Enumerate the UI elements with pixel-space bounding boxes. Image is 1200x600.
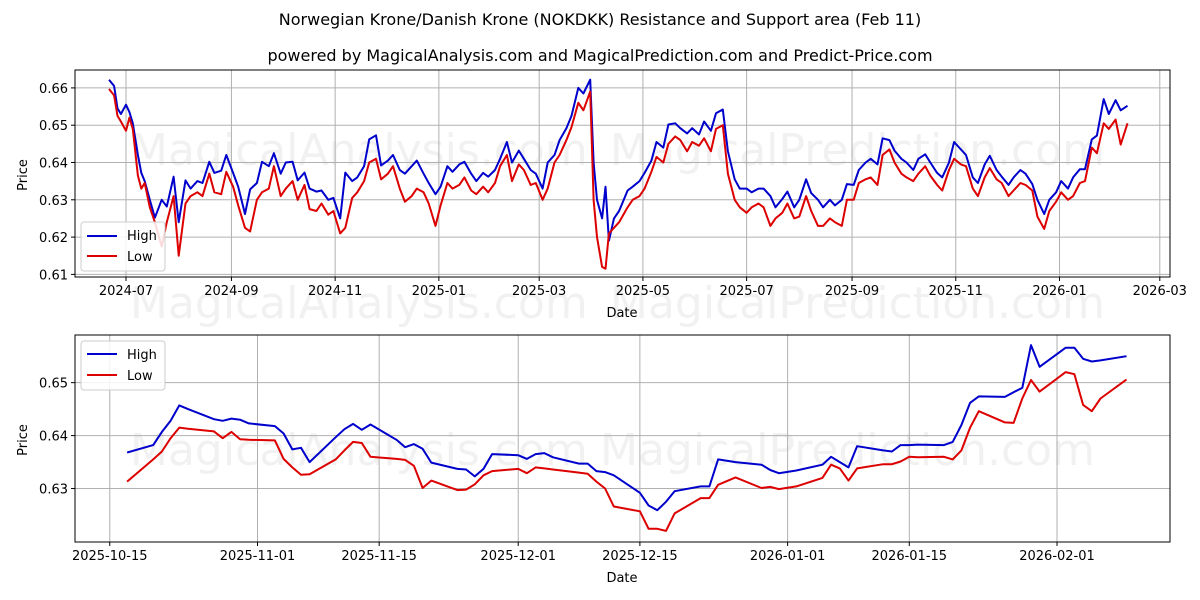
- y-tick-label: 0.65: [39, 119, 68, 134]
- watermarks: MagicalAnalysis.com MagicalPrediction.co…: [130, 125, 1105, 476]
- legend-high-label: High: [127, 229, 157, 244]
- watermark-text: MagicalAnalysis.com: [130, 125, 588, 176]
- y-axis-label: Price: [16, 159, 31, 191]
- plot-lines: [108, 78, 1129, 270]
- x-tick-label: 2026-03: [1133, 284, 1187, 299]
- x-tick-label: 2025-07: [719, 284, 773, 299]
- y-tick-label: 0.63: [39, 483, 68, 498]
- gridlines: [75, 70, 1170, 277]
- watermark-text: MagicalAnalysis.com: [130, 425, 588, 476]
- x-tick-label: 2025-10-15: [72, 549, 148, 564]
- series-line-high: [126, 344, 1127, 512]
- axis-ticks: 2024-07 2024-09 2024-11 2025-01 2025-03 2025-…: [39, 82, 1187, 299]
- plot-lines: [126, 344, 1128, 532]
- bottom-chart: 2025-10-15 2025-11-01 2025-11-15 2025-12-01…: [16, 334, 1171, 586]
- series-line-high: [108, 78, 1129, 242]
- x-tick-label: 2026-01-01: [750, 549, 826, 564]
- y-tick-label: 0.64: [39, 430, 68, 445]
- x-tick-label: 2025-11-15: [341, 549, 417, 564]
- y-tick-label: 0.63: [39, 194, 68, 209]
- legend-box: [80, 221, 166, 272]
- x-tick-label: 2026-02-01: [1019, 549, 1095, 564]
- series-line-low: [108, 88, 1129, 270]
- plot-frame: [74, 69, 1171, 278]
- gridlines: [75, 335, 1170, 542]
- x-tick-label: 2025-11-01: [220, 549, 296, 564]
- x-axis-label: Date: [606, 571, 637, 586]
- x-tick-label: 2025-05: [616, 284, 670, 299]
- y-tick-label: 0.62: [39, 231, 68, 246]
- legend-low-label: Low: [127, 369, 153, 384]
- x-tick-label: 2024-09: [204, 284, 258, 299]
- watermark-text: MagicalPrediction.com: [610, 278, 1105, 329]
- y-tick-label: 0.66: [39, 82, 68, 97]
- x-tick-label: 2026-01: [1032, 284, 1086, 299]
- watermark-text: MagicalPrediction.com: [600, 425, 1095, 476]
- x-tick-label: 2025-01: [412, 284, 466, 299]
- x-tick-label: 2025-09: [825, 284, 879, 299]
- legend-low-label: Low: [127, 250, 153, 265]
- legend: High Low: [80, 340, 166, 391]
- x-tick-label: 2024-11: [308, 284, 362, 299]
- x-tick-label: 2025-11: [929, 284, 983, 299]
- legend: High Low: [80, 221, 166, 272]
- axis-ticks: 2025-10-15 2025-11-01 2025-11-15 2025-12-01…: [39, 377, 1095, 564]
- plot-frame: [74, 334, 1171, 543]
- x-tick-label: 2024-07: [99, 284, 153, 299]
- top-chart: 2024-07 2024-09 2024-11 2025-01 2025-03 2025-…: [16, 69, 1187, 321]
- watermark-text: MagicalAnalysis.com: [130, 278, 588, 329]
- x-tick-label: 2026-01-15: [872, 549, 948, 564]
- x-tick-label: 2025-12-15: [602, 549, 678, 564]
- y-tick-label: 0.64: [39, 156, 68, 171]
- y-tick-label: 0.65: [39, 377, 68, 392]
- chart-title: Norwegian Krone/Danish Krone (NOKDKK) Re…: [278, 10, 922, 29]
- x-axis-label: Date: [606, 306, 637, 321]
- chart-subtitle: powered by MagicalAnalysis.com and Magic…: [267, 46, 933, 65]
- x-tick-label: 2025-12-01: [480, 549, 556, 564]
- series-line-low: [126, 371, 1128, 532]
- x-tick-label: 2025-03: [512, 284, 566, 299]
- watermark-text: MagicalPrediction.com: [610, 125, 1105, 176]
- y-axis-label: Price: [16, 424, 31, 456]
- legend-high-label: High: [127, 348, 157, 363]
- y-tick-label: 0.61: [39, 268, 68, 283]
